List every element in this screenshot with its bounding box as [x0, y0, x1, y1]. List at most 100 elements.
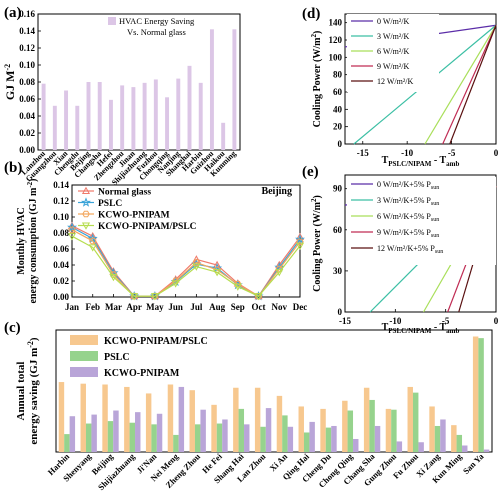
legend-label: 0 W/m²/K — [377, 17, 409, 26]
x-tick-label: May — [146, 302, 164, 312]
x-tick-label: 0 — [494, 148, 499, 158]
bar-c — [254, 387, 261, 452]
bar-a — [232, 29, 237, 150]
legend-label: 6 W/m²/K — [377, 47, 409, 56]
legend-label: 3 W/m²/K+5% Psun — [377, 196, 439, 207]
series-point — [192, 263, 201, 271]
y-tick-label: 0.04 — [53, 260, 69, 270]
bar-c — [145, 393, 152, 452]
bar-c — [216, 423, 223, 452]
bar-a — [198, 82, 203, 150]
legend-label: PSLC — [98, 199, 122, 209]
bar-a — [120, 85, 125, 150]
y-axis-label: energy saving (GJ m-2) — [26, 337, 40, 445]
legend-label: 9 W/m²/K — [377, 62, 409, 71]
x-tick-label: -15 — [339, 316, 351, 326]
bar-c — [429, 406, 435, 452]
series-point — [88, 237, 97, 245]
bar-c — [407, 386, 413, 452]
bar-c — [233, 387, 239, 452]
bar-c — [151, 424, 157, 452]
x-tick-label: Feb — [85, 302, 100, 312]
x-tick-label: -15 — [357, 148, 369, 158]
bar-c — [347, 410, 354, 452]
y-axis-label: Cooling Power (W/m2) — [310, 31, 323, 128]
y-tick-label: 120 — [329, 35, 343, 45]
series-point — [213, 260, 222, 269]
bar-c — [374, 425, 381, 452]
y-axis-label-main: Cooling Power (W/m — [312, 37, 323, 127]
legend-label-main: 6 W/m²/K+5% P — [377, 212, 431, 221]
x-tick-label: Nov — [272, 302, 288, 312]
bar-c — [167, 384, 174, 452]
legend-label: HVAC Energy Saving — [119, 16, 195, 26]
bar-a — [187, 65, 192, 150]
bar-c — [309, 421, 315, 452]
series-line — [442, 25, 497, 145]
legend-label-main: 3 W/m²/K+5% P — [377, 196, 431, 205]
panel-label: (c) — [4, 320, 21, 336]
bar-c — [124, 386, 130, 452]
bar-c — [483, 449, 490, 452]
x-tick-label: -10 — [401, 148, 413, 158]
legend-marker — [81, 222, 91, 230]
y-tick-label: 0.06 — [53, 244, 69, 254]
bar-c — [102, 384, 108, 452]
legend-label: 12 W/m²/K+5% Psun — [377, 244, 443, 255]
y-tick-label: 60 — [333, 225, 343, 235]
series-point — [296, 238, 304, 246]
bar-c — [58, 382, 65, 452]
bar-a — [86, 82, 91, 150]
series-point — [295, 234, 305, 244]
bar-c — [200, 409, 206, 452]
bar-c — [156, 413, 163, 452]
y-axis-label: energy consumption (GJ m-2) — [26, 178, 39, 303]
series-point — [275, 269, 284, 277]
y-tick-label: 90 — [333, 184, 343, 194]
bar-a — [165, 97, 170, 150]
bar-c — [472, 336, 479, 452]
bar-a — [153, 79, 158, 150]
bar-c — [303, 432, 310, 452]
y-tick-label: 0.00 — [53, 292, 69, 302]
panel-label: (d) — [302, 6, 320, 22]
series-point — [213, 269, 222, 277]
legend-label: KCWO-PNIPAM/PSLC — [104, 336, 208, 347]
bar-a — [209, 29, 214, 150]
y-tick-label: 60 — [333, 87, 343, 97]
bar-c — [135, 412, 141, 452]
y-axis-label-main: GJ M — [3, 71, 17, 101]
y-tick-label: 100 — [329, 52, 343, 62]
panel-a-energy-saving-bar-chart: (a) 0.00 0.02 0.04 0.06 0.08 0.10 0.12 0.14 0.16 G… — [3, 5, 241, 187]
series-point — [150, 293, 159, 301]
bar-a — [41, 83, 46, 150]
y-axis-label-sup: -2 — [3, 64, 12, 71]
bar-a — [221, 122, 226, 150]
legend-marker — [81, 186, 91, 195]
bar-c — [222, 419, 228, 452]
series-point — [192, 255, 201, 263]
series-point — [109, 273, 118, 282]
legend-label: KCWO-PNIPAM — [98, 211, 170, 221]
y-tick-label: 80 — [333, 70, 343, 80]
panel-b-monthly-hvac-line-chart: (b) 0.00 0.02 0.04 0.06 0.08 0.10 0.12 0.14 Jan Fe… — [4, 160, 307, 312]
x-tick-label: -5 — [442, 316, 450, 326]
bar-c — [325, 427, 332, 452]
y-axis-label-close: ) — [312, 31, 323, 34]
bar-a — [176, 78, 181, 150]
y-tick-label: 0.14 — [53, 180, 69, 190]
x-axis-label-sub: PSLC/NIPAM — [388, 327, 431, 335]
x-tick-label: -5 — [448, 148, 456, 158]
panel-d-cooling-power-chart: (d) 0 20 40 60 80 100 120 140 -15 -10 -5 0 Cooling Po… — [302, 6, 499, 168]
y-axis-label-main: energy saving (GJ m — [28, 348, 40, 445]
legend-label-main: 0 W/m²/K+5% P — [377, 180, 431, 189]
y-tick-label: 0 — [338, 139, 343, 149]
bar-c — [80, 383, 86, 452]
bar-c — [320, 408, 326, 452]
series-line — [424, 24, 497, 145]
y-axis-label: Cooling Power (W/m2) — [310, 195, 323, 292]
bar-c — [244, 424, 250, 452]
y-tick-label: 140 — [329, 18, 343, 28]
bar-c — [396, 441, 403, 452]
legend-swatch — [70, 367, 98, 377]
